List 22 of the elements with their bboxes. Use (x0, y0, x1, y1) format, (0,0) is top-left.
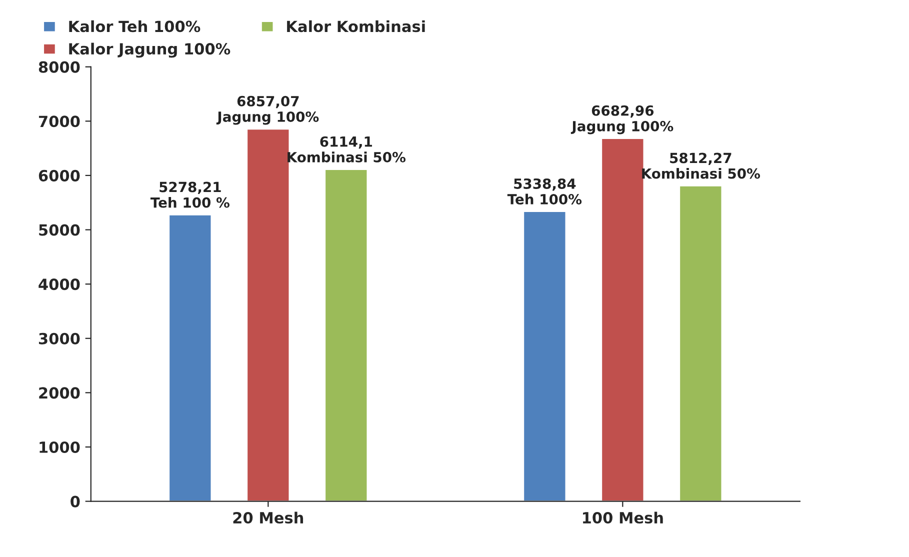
y-tick-label: 7000 (38, 116, 80, 128)
data-label: 6857,07 Jagung 100% (216, 96, 319, 125)
y-tick-label: 1000 (40, 441, 80, 454)
bar (168, 214, 212, 502)
bar (522, 210, 567, 502)
y-tick-label: 6000 (38, 170, 80, 182)
y-tick-label: 8000 (38, 61, 80, 73)
y-tick-label: 0 (70, 496, 80, 508)
x-tick-label: 100 Mesh (583, 512, 663, 524)
legend-label: Kalor Teh 100% (69, 20, 200, 32)
bar (324, 168, 368, 502)
data-label: 5278,21 Teh 100 % (150, 182, 230, 208)
bar (678, 184, 723, 502)
legend-label: Kalor Jagung 100% (69, 42, 230, 58)
y-tick-label: 3000 (38, 332, 80, 344)
y-tick-label: 4000 (38, 278, 80, 290)
x-tick-label: 20 Mesh (233, 512, 304, 524)
y-tick-label: 2000 (39, 387, 80, 399)
data-label: 6682,96 Jagung 100% (570, 105, 674, 134)
legend-label: Kalor Kombinasi (287, 20, 425, 32)
y-tick-label: 5000 (39, 224, 80, 236)
data-label: 5338,84 Teh 100% (507, 178, 582, 205)
